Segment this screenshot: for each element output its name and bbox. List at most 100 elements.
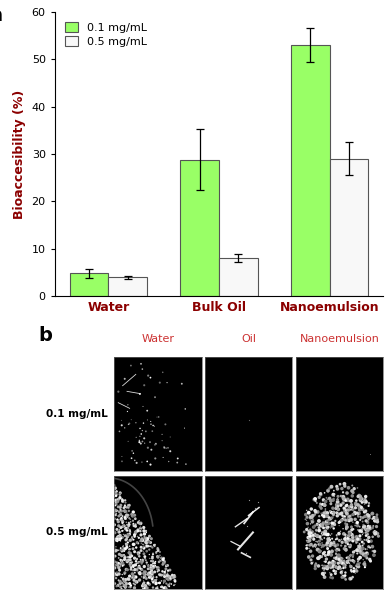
Point <box>134 564 140 574</box>
Point <box>131 583 138 593</box>
Point <box>145 561 151 571</box>
Point <box>118 523 124 533</box>
Point <box>348 550 354 560</box>
Point <box>119 511 126 521</box>
Point <box>124 556 131 565</box>
Point <box>131 579 137 588</box>
Point <box>126 506 132 516</box>
Point <box>111 492 117 502</box>
Point <box>124 503 130 512</box>
Point <box>113 545 119 555</box>
Point <box>341 512 348 521</box>
Point <box>162 559 168 569</box>
Point <box>307 527 313 536</box>
Point <box>332 504 339 513</box>
Point <box>141 523 147 533</box>
Point <box>343 523 349 533</box>
Point <box>375 529 381 538</box>
Point <box>143 528 149 537</box>
Point <box>326 562 332 571</box>
Point <box>111 557 118 566</box>
Point <box>344 500 350 509</box>
Point <box>364 528 371 538</box>
Point <box>331 494 337 503</box>
Point <box>148 445 154 455</box>
Point <box>112 569 118 578</box>
Point <box>120 526 126 536</box>
Point <box>246 495 252 505</box>
Point <box>152 541 158 551</box>
Point <box>316 547 323 556</box>
Point <box>340 572 346 582</box>
Point <box>141 543 147 553</box>
Point <box>140 540 147 549</box>
Point <box>153 548 159 558</box>
Point <box>339 511 346 521</box>
Point <box>131 511 138 520</box>
Point <box>355 546 362 556</box>
Point <box>156 569 162 579</box>
Point <box>149 574 155 584</box>
Point <box>326 484 332 493</box>
Point <box>163 579 170 588</box>
Point <box>349 510 355 519</box>
Point <box>355 534 361 544</box>
Point <box>340 524 346 534</box>
Point <box>344 522 350 532</box>
Point <box>123 535 129 544</box>
Point <box>348 499 355 508</box>
Point <box>121 546 127 555</box>
Point <box>355 555 362 564</box>
Point <box>347 511 353 521</box>
Point <box>340 571 346 581</box>
Point <box>320 569 326 578</box>
Point <box>147 460 154 469</box>
Point <box>149 566 155 575</box>
Point <box>321 514 327 524</box>
Point <box>116 511 122 521</box>
Point <box>141 569 147 578</box>
Point <box>327 523 334 533</box>
Point <box>327 549 334 559</box>
Point <box>152 557 158 566</box>
Point <box>146 572 152 582</box>
Point <box>112 552 118 561</box>
Point <box>328 563 334 572</box>
Point <box>308 531 315 541</box>
Point <box>111 496 118 505</box>
Point <box>130 544 136 553</box>
Point <box>145 443 151 452</box>
Point <box>303 536 310 545</box>
Point <box>334 532 340 541</box>
Point <box>341 514 348 524</box>
Point <box>152 440 158 450</box>
Point <box>349 486 355 496</box>
Point <box>141 549 147 559</box>
Point <box>355 491 361 501</box>
Point <box>361 522 367 532</box>
Point <box>128 415 135 424</box>
Point <box>359 530 366 539</box>
Point <box>144 406 150 415</box>
Point <box>318 546 324 556</box>
Point <box>373 514 379 524</box>
Point <box>372 516 378 526</box>
Point <box>131 553 138 563</box>
Point <box>140 540 146 549</box>
Point <box>364 526 371 536</box>
Point <box>317 552 323 561</box>
Point <box>243 548 249 558</box>
Point <box>138 538 144 548</box>
Point <box>325 538 331 547</box>
Point <box>354 549 361 558</box>
Point <box>326 558 332 568</box>
Point <box>330 524 337 533</box>
Point <box>307 525 313 534</box>
Point <box>112 488 118 497</box>
Point <box>325 562 331 572</box>
Point <box>115 559 122 568</box>
Point <box>326 494 333 503</box>
Point <box>130 508 136 517</box>
Point <box>130 532 136 541</box>
Point <box>330 563 336 572</box>
